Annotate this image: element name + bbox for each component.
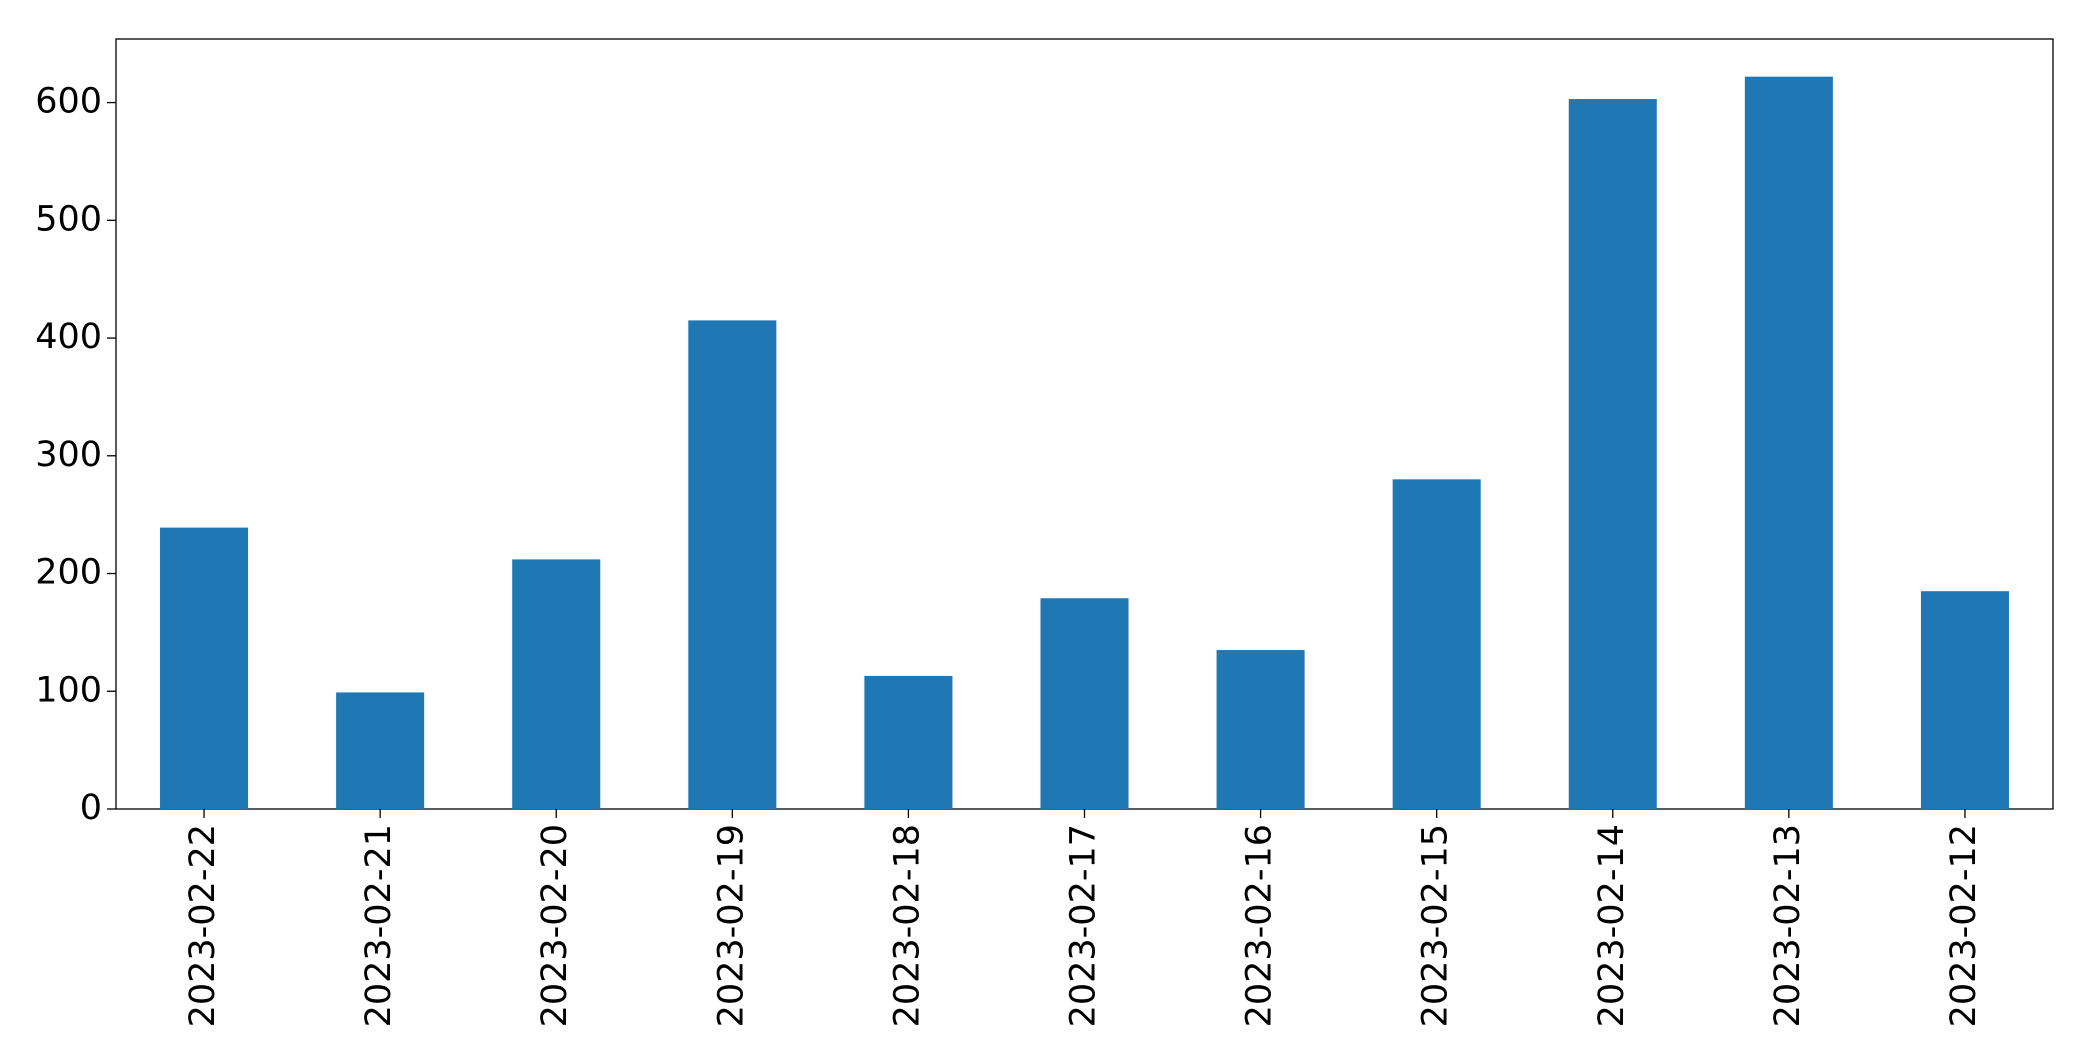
- x-tick-label: 2023-02-18: [887, 824, 927, 1027]
- y-tick-label: 0: [80, 788, 102, 828]
- x-tick-label: 2023-02-17: [1064, 824, 1104, 1027]
- y-tick-label: 300: [35, 435, 102, 475]
- y-tick-label: 500: [35, 199, 102, 239]
- y-tick-label: 600: [35, 82, 102, 122]
- bar: [864, 675, 953, 809]
- bar: [1392, 479, 1481, 809]
- bar: [160, 527, 249, 809]
- bar: [336, 692, 425, 809]
- x-tick-label: 2023-02-15: [1416, 824, 1456, 1027]
- x-tick-label: 2023-02-20: [535, 824, 575, 1027]
- bar: [1920, 591, 2009, 809]
- bar: [1568, 99, 1657, 809]
- x-tick-label: 2023-02-13: [1768, 824, 1808, 1027]
- x-tick-label: 2023-02-21: [359, 824, 399, 1027]
- bar: [1216, 650, 1305, 809]
- bar: [1040, 598, 1129, 809]
- x-tick-label: 2023-02-19: [711, 824, 751, 1027]
- x-tick-label: 2023-02-14: [1592, 824, 1632, 1027]
- x-tick-label: 2023-02-22: [183, 824, 223, 1027]
- x-tick-label: 2023-02-16: [1240, 824, 1280, 1027]
- y-tick-label: 200: [35, 553, 102, 593]
- bar: [688, 320, 777, 809]
- y-tick-label: 100: [35, 670, 102, 710]
- bar: [1744, 76, 1833, 809]
- x-tick-label: 2023-02-12: [1944, 824, 1984, 1027]
- y-tick-label: 400: [35, 317, 102, 357]
- bar: [512, 559, 601, 809]
